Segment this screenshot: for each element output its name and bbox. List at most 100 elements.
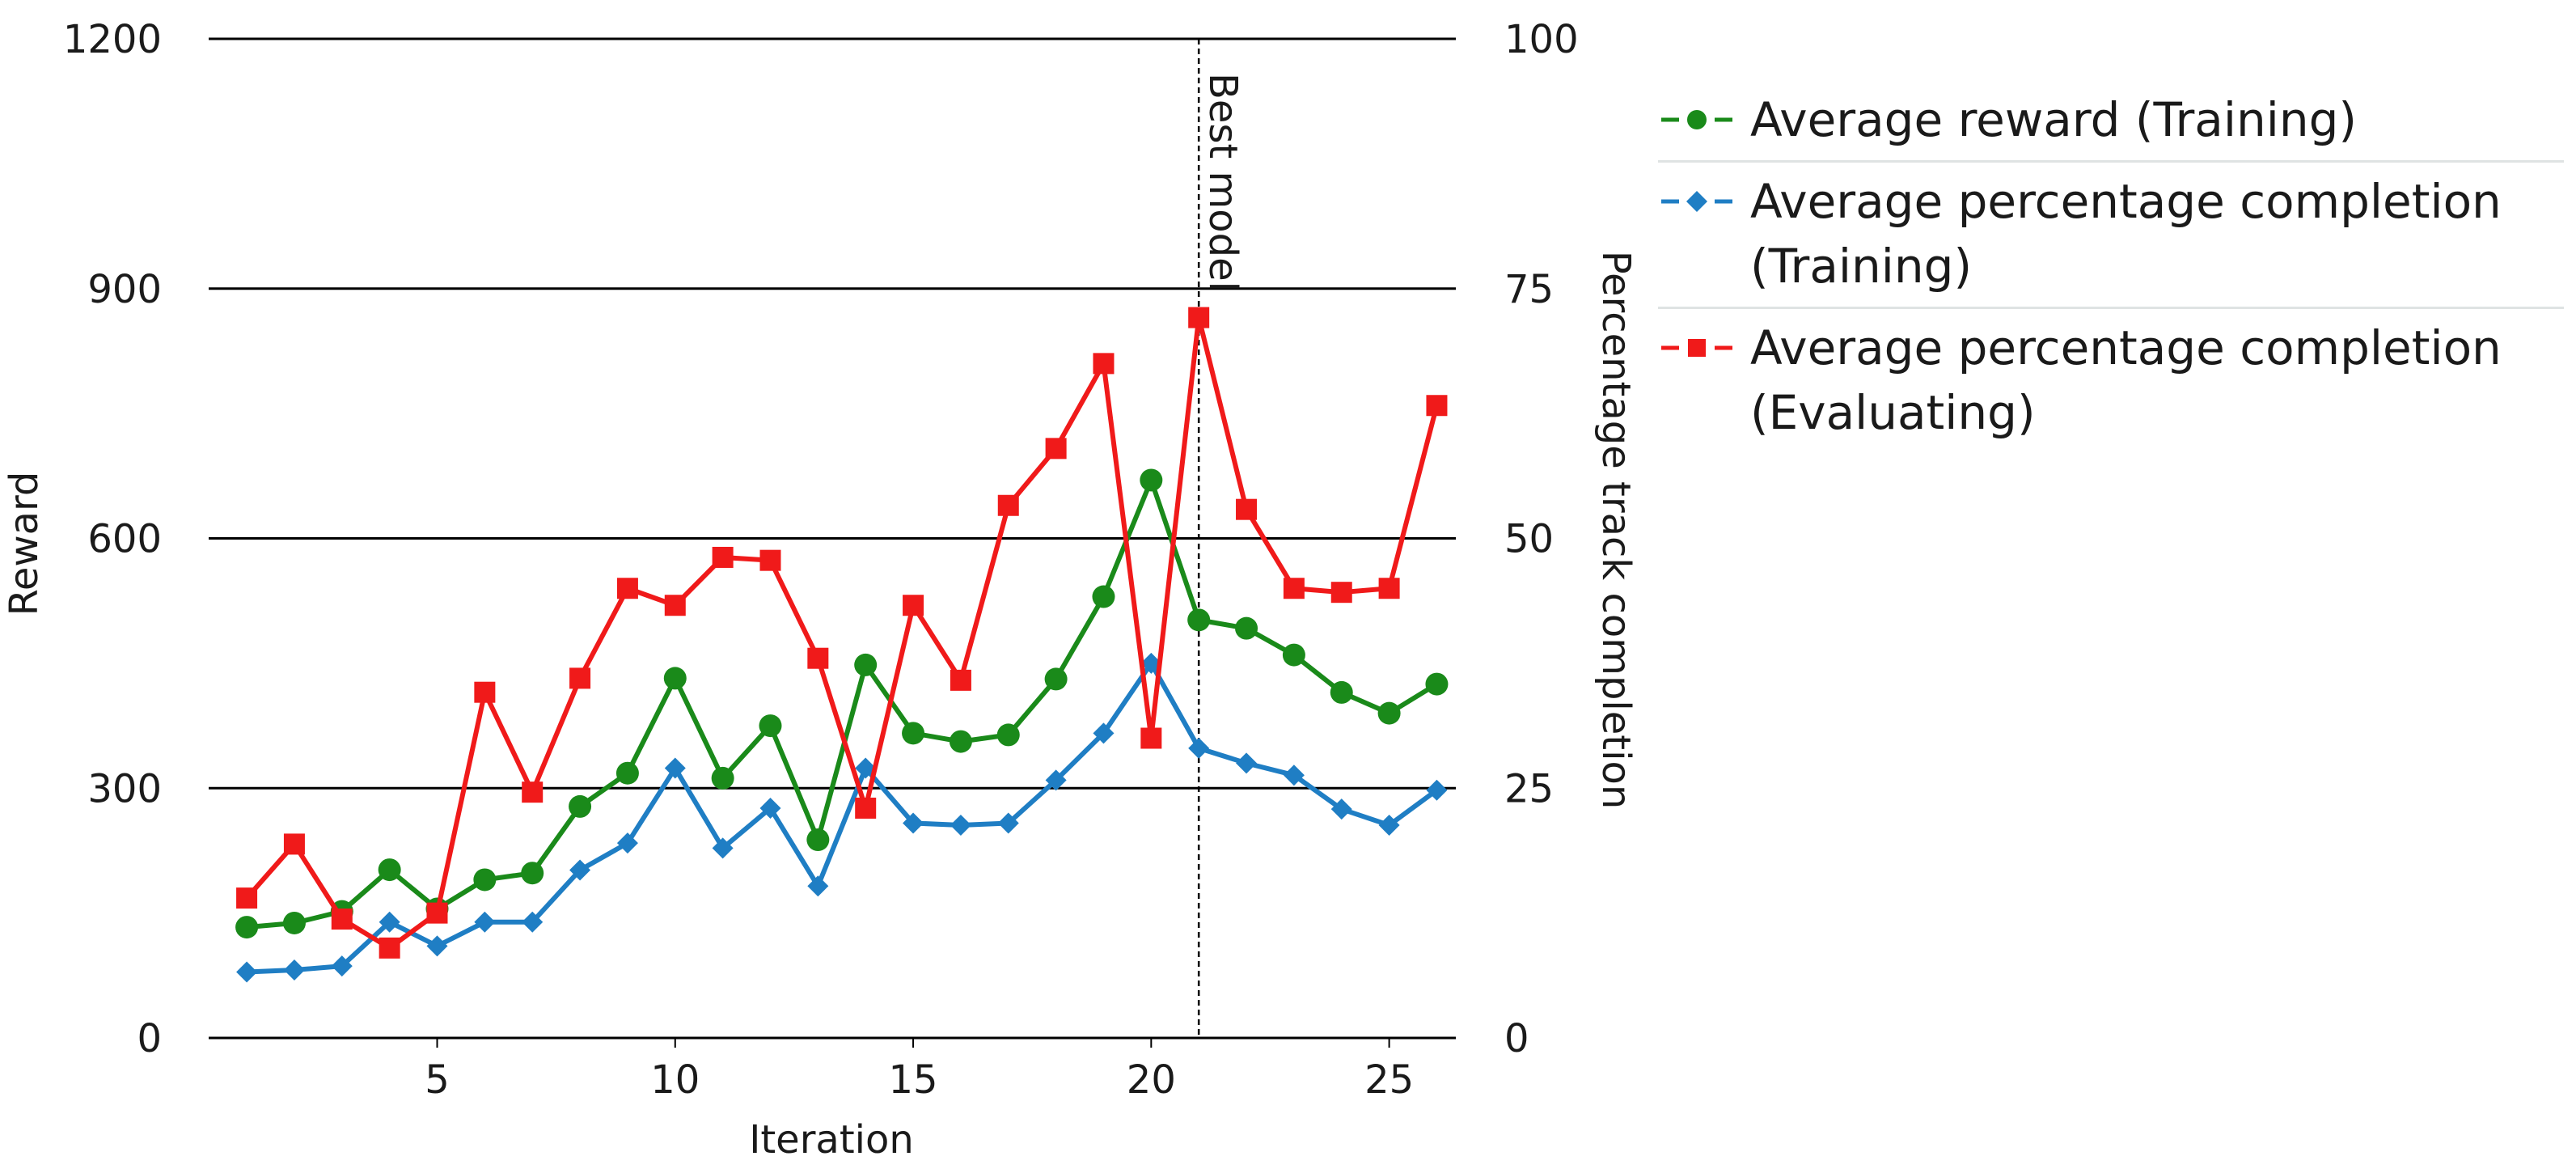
completion-eval-point (1378, 578, 1400, 599)
completion-training-point (569, 859, 591, 881)
series-2 (236, 307, 1448, 959)
y-tick-label: 900 (87, 267, 162, 312)
completion-eval-point (1045, 438, 1067, 460)
completion-eval-point (1236, 498, 1258, 520)
y-axis-title: Reward (2, 472, 47, 616)
completion-training-point (426, 935, 448, 957)
completion-eval-point (807, 647, 829, 669)
completion-eval-point (712, 546, 734, 568)
completion-eval-point (759, 549, 781, 571)
x-tick-label: 20 (1127, 1057, 1176, 1103)
legend-swatch (1661, 110, 1732, 129)
reward-point (282, 911, 306, 934)
reward-point (1044, 667, 1068, 691)
legend-item[interactable]: Average reward (Training) (1658, 81, 2564, 163)
y-tick-label: 0 (137, 1016, 162, 1061)
x-tick-label: 25 (1364, 1057, 1414, 1103)
reward-point (473, 868, 497, 892)
series-line (246, 660, 1439, 975)
completion-training-point (1330, 798, 1352, 820)
y-tick-label: 1200 (63, 17, 162, 62)
y-tick-label: 300 (87, 766, 162, 811)
legend-marker (1686, 191, 1707, 212)
reward-point (1330, 680, 1353, 704)
series-line (246, 477, 1439, 930)
left-axis-ticks: 0 300 600 900 1200 (63, 17, 162, 1061)
x-tick-label: 15 (889, 1057, 938, 1103)
legend-swatch (1661, 339, 1732, 357)
completion-eval-point (1093, 353, 1115, 375)
reward-point (378, 858, 401, 882)
reward-point (996, 723, 1020, 747)
completion-eval-point (331, 909, 353, 930)
series-line (244, 315, 1440, 951)
completion-eval-point (997, 494, 1019, 516)
reward-point (854, 653, 878, 676)
completion-training-point (1093, 722, 1115, 744)
legend-item[interactable]: Average percentage completion (Evaluatin… (1658, 309, 2564, 453)
gridlines (209, 37, 1456, 790)
y2-tick-label: 25 (1504, 766, 1554, 811)
right-axis-ticks: 0 25 50 75 100 (1504, 17, 1579, 1061)
completion-eval-point (522, 781, 544, 803)
legend-label: Average reward (Training) (1750, 92, 2358, 147)
completion-training-point (616, 832, 638, 854)
completion-eval-point (569, 667, 591, 689)
completion-training-point (997, 812, 1019, 834)
completion-training-point (759, 797, 781, 819)
x-tick-label: 10 (650, 1057, 700, 1103)
y2-tick-label: 75 (1504, 267, 1554, 312)
reward-point (759, 714, 782, 738)
x-tick-label: 5 (425, 1057, 450, 1103)
best-model-annotation: Best model (1197, 39, 1246, 1038)
completion-eval-point (379, 937, 400, 959)
completion-training-point (903, 812, 924, 834)
completion-training-point (664, 757, 686, 779)
reward-point (1377, 701, 1401, 725)
series-group (235, 307, 1449, 983)
completion-eval-point (474, 681, 496, 703)
reward-point (235, 916, 259, 939)
reward-point (663, 667, 687, 690)
reward-point (1235, 616, 1258, 640)
completion-eval-point (1188, 307, 1210, 328)
best-model-label: Best model (1200, 73, 1246, 292)
completion-eval-point (664, 595, 686, 616)
legend-label: Average percentage completion (Evaluatin… (1750, 320, 2502, 440)
completion-training-point (1045, 769, 1067, 791)
completion-eval-point (1330, 582, 1352, 604)
completion-training-point (236, 961, 258, 983)
completion-eval-point (236, 887, 258, 909)
completion-eval-point (426, 902, 448, 924)
completion-training-point (950, 814, 971, 836)
completion-training-point (1283, 765, 1305, 786)
series-1 (236, 652, 1448, 983)
y2-tick-label: 0 (1504, 1016, 1529, 1061)
legend-item[interactable]: Average percentage completion (Training) (1658, 163, 2564, 309)
reward-point (1425, 672, 1449, 696)
completion-eval-point (1283, 578, 1305, 599)
reward-point (902, 722, 925, 745)
completion-eval-point (1140, 727, 1162, 749)
completion-eval-point (903, 595, 924, 616)
reward-point (1140, 468, 1163, 492)
reward-point (806, 828, 830, 852)
completion-training-point (331, 955, 353, 977)
y-tick-label: 600 (87, 517, 162, 562)
completion-training-point (712, 837, 734, 859)
completion-training-point (807, 875, 829, 897)
completion-eval-point (616, 578, 638, 599)
legend-swatch (1661, 191, 1732, 212)
completion-training-point (474, 911, 496, 933)
reward-point (569, 794, 592, 818)
completion-training-point (283, 959, 305, 981)
completion-training-point (1140, 652, 1162, 674)
completion-training-point (1236, 752, 1258, 774)
reward-point (615, 761, 639, 785)
reward-point (711, 766, 734, 790)
completion-training-point (855, 757, 877, 779)
legend-marker (1688, 339, 1706, 357)
legend-marker (1687, 110, 1707, 129)
y2-tick-label: 100 (1504, 17, 1579, 62)
